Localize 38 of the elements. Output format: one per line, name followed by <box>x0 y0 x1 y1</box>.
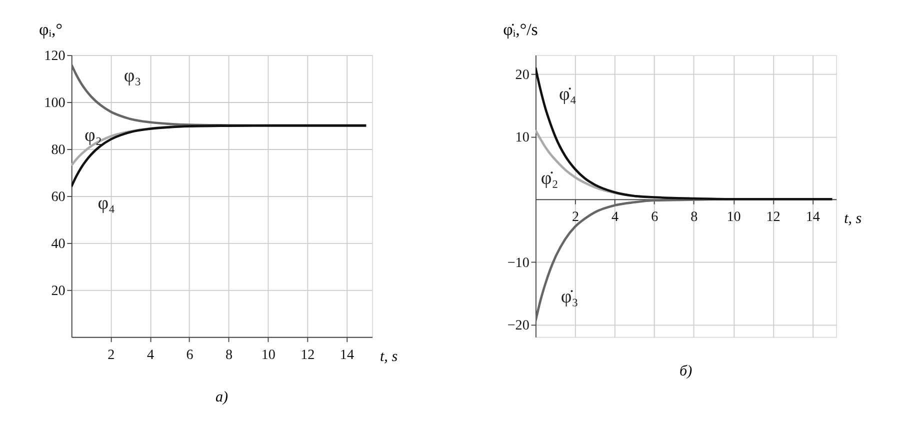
x-tick-label: 12 <box>300 346 315 363</box>
x-tick-label: 14 <box>806 209 820 226</box>
x-tick-label: 8 <box>226 346 233 363</box>
x-tick-label: 10 <box>726 209 741 226</box>
y-tick-label: 20 <box>515 67 530 84</box>
x-axis-title: t, s <box>380 348 398 365</box>
x-tick-label: 10 <box>261 346 276 363</box>
series-label: φ₃ <box>124 66 142 87</box>
x-tick-label: 6 <box>651 209 658 226</box>
text: а) <box>215 390 228 406</box>
x-tick-label: 2 <box>572 209 580 226</box>
y-tick-label: 120 <box>44 48 66 64</box>
x-tick-label: 2 <box>108 346 115 363</box>
x-tick-label: 4 <box>146 346 154 363</box>
y-tick-label: 100 <box>44 95 66 112</box>
line-series <box>535 66 834 200</box>
series-label: φ₄ <box>98 193 116 214</box>
series-label: φ̇₄ <box>559 84 576 105</box>
y-tick-label: −10 <box>507 254 530 271</box>
y-tick-label: 10 <box>515 130 530 146</box>
line-series <box>71 124 368 188</box>
x-tick-label: 6 <box>186 346 194 363</box>
x-tick-label: 14 <box>340 346 354 363</box>
x-tick-label: 8 <box>690 209 698 226</box>
y-tick-label: 20 <box>51 283 66 300</box>
y-tick-label: 40 <box>51 236 66 252</box>
series-label: φ₂ <box>84 125 102 146</box>
x-tick-label: 4 <box>612 209 619 226</box>
y-axis-title: φ̇ᵢ,°/s <box>503 20 538 39</box>
x-axis-title: t, s <box>844 211 862 228</box>
y-axis-title: φᵢ,° <box>38 20 63 39</box>
y-tick-label: 80 <box>51 142 66 158</box>
text: б) <box>680 363 692 380</box>
y-tick-label: −20 <box>507 318 530 334</box>
x-tick-label: 12 <box>766 209 780 226</box>
series-label: φ̇₃ <box>560 286 578 308</box>
y-tick-label: 60 <box>51 189 66 206</box>
series-label: φ̇₂ <box>540 168 558 190</box>
